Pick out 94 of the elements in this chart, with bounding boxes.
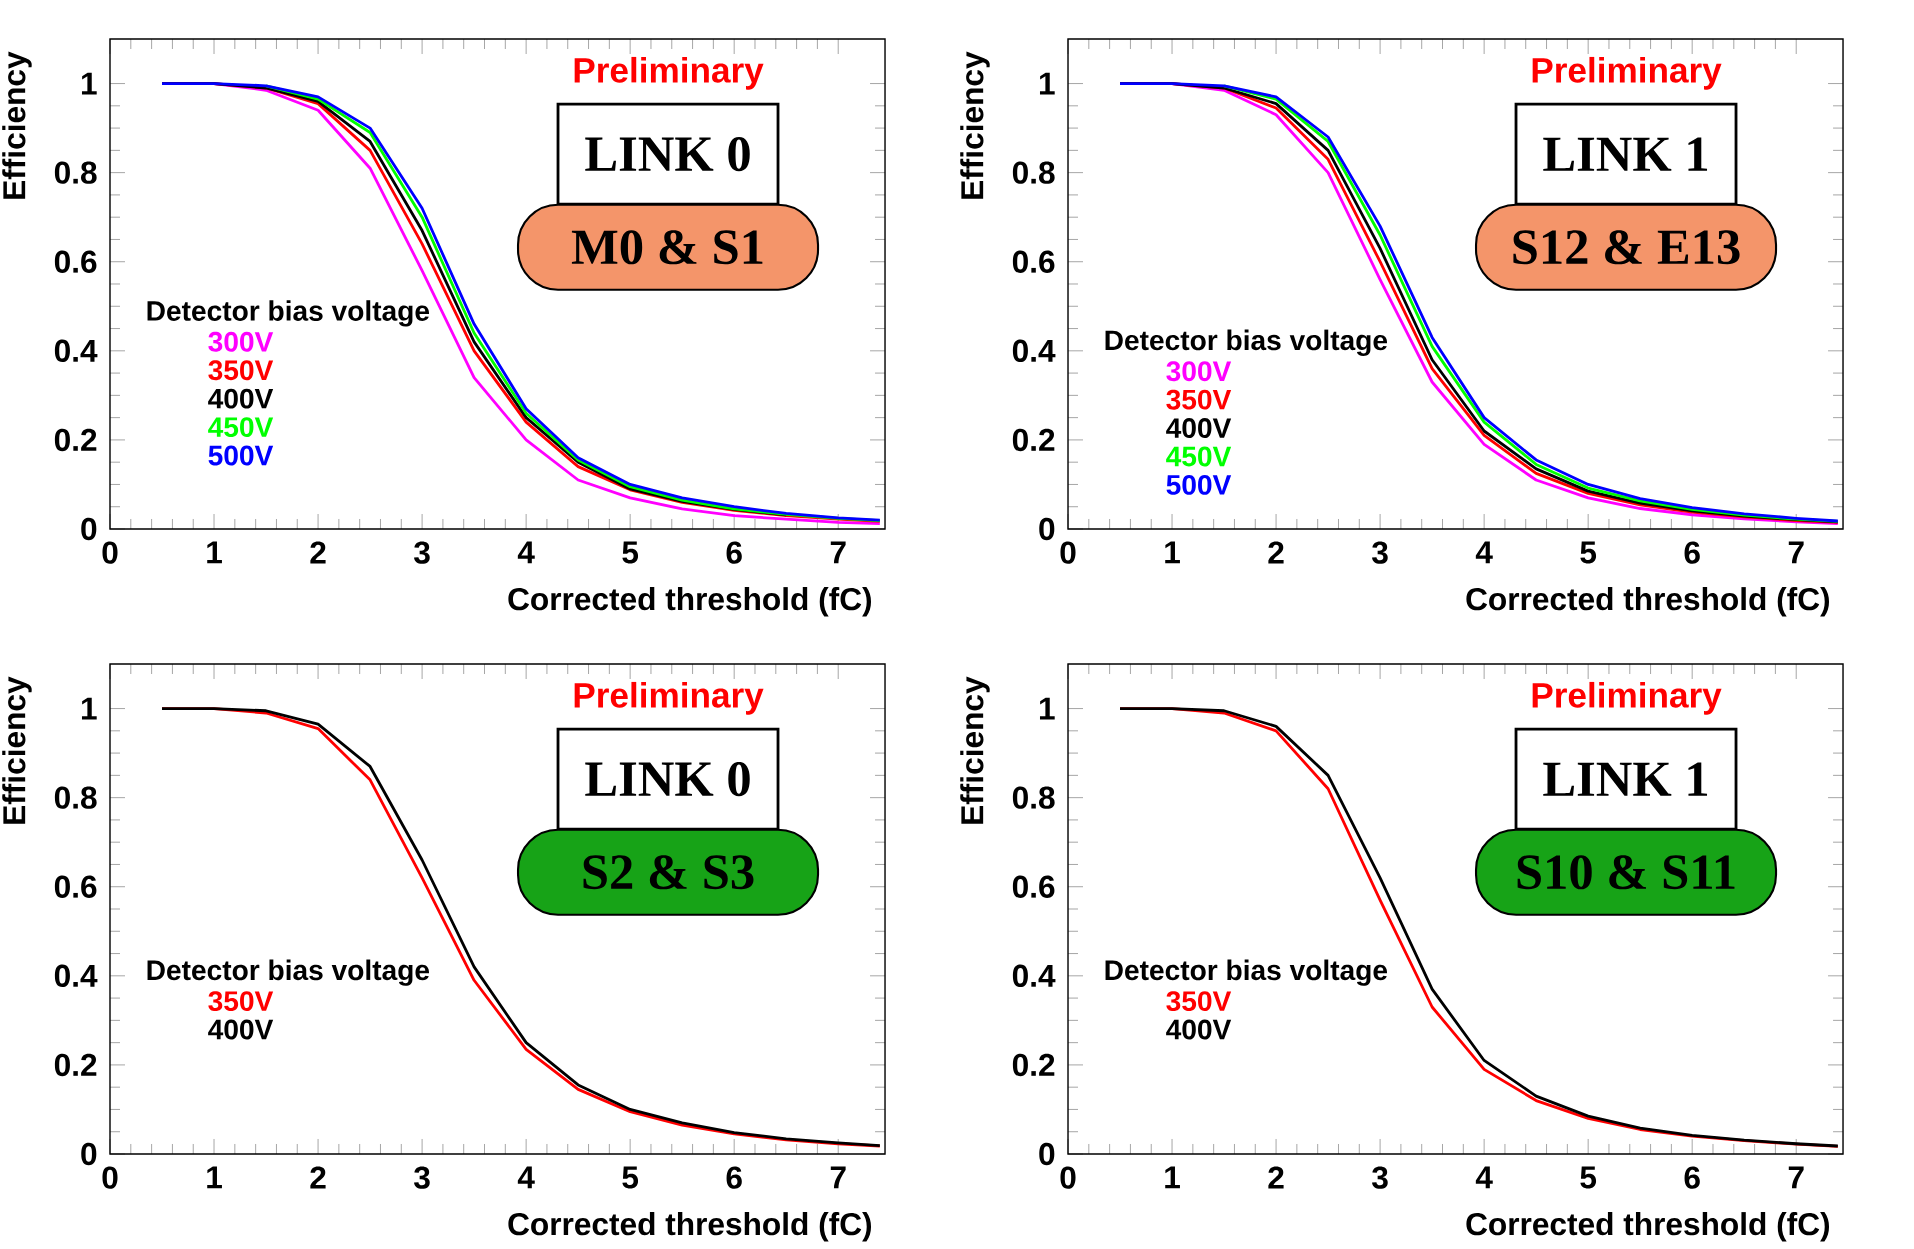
x-tick-label: 1 (207, 1166, 222, 1189)
x-tick-label: 2 (310, 541, 326, 564)
y-tick-label: 0.4 (54, 964, 98, 988)
text: 400V (1166, 1019, 1232, 1040)
y-tick-label: 1 (1039, 72, 1055, 95)
x-tick-label: 5 (1580, 1166, 1597, 1189)
y-tick-label: 0.4 (1012, 339, 1056, 363)
y-tick-label: 0 (1039, 1142, 1055, 1166)
x-tick-label: 7 (1788, 541, 1804, 564)
y-tick-label: 0.2 (1012, 428, 1055, 452)
text: 300V (208, 331, 274, 352)
x-tick-label: 7 (830, 541, 846, 564)
text: 350V (1166, 991, 1232, 1012)
legend-title: Detector bias voltage (1105, 329, 1388, 356)
x-tick-label: 7 (1788, 1166, 1804, 1189)
x-axis-title: Corrected threshold (fC) (508, 587, 872, 617)
y-tick-label: 0.2 (54, 428, 97, 452)
text: 450V (1166, 446, 1232, 467)
annotation: Preliminary (1532, 56, 1722, 90)
y-tick-label: 0.6 (1012, 250, 1055, 273)
annotation: Preliminary (1532, 681, 1722, 715)
text: 400V (1166, 418, 1232, 439)
annotation: LINK 1 (1543, 137, 1708, 171)
y-tick-label: 0.8 (54, 161, 97, 184)
y-tick-label: 0.8 (1012, 161, 1055, 184)
x-tick-label: 6 (726, 541, 742, 564)
x-tick-label: 3 (414, 541, 430, 564)
x-tick-label: 3 (414, 1166, 430, 1189)
x-axis-title: Corrected threshold (fC) (1466, 587, 1830, 617)
annotation: LINK 0 (585, 762, 750, 797)
y-tick-label: 0 (1039, 517, 1055, 541)
legend-title: Detector bias voltage (147, 300, 430, 327)
x-tick-label: 6 (1684, 1166, 1700, 1189)
x-tick-label: 2 (1268, 541, 1284, 564)
legend-title: Detector bias voltage (147, 959, 430, 986)
x-tick-label: 4 (517, 1166, 535, 1189)
annotation: S10 & S11 (1517, 855, 1735, 890)
y-axis-title: Efficiency (2, 51, 32, 199)
x-tick-label: 1 (1165, 1166, 1180, 1189)
x-tick-label: 3 (1372, 541, 1388, 564)
x-axis-title: Corrected threshold (fC) (1466, 1212, 1830, 1242)
text: 500V (208, 445, 274, 466)
y-tick-label: 1 (1039, 697, 1055, 720)
x-tick-label: 6 (726, 1166, 742, 1189)
y-axis-title: Efficiency (2, 676, 32, 824)
y-tick-label: 0 (81, 1142, 97, 1166)
y-tick-label: 1 (81, 697, 97, 720)
x-axis-title: Corrected threshold (fC) (508, 1212, 872, 1242)
y-axis-title: Efficiency (960, 676, 990, 824)
x-tick-label: 7 (830, 1166, 846, 1189)
y-tick-label: 1 (81, 72, 97, 95)
x-tick-label: 3 (1372, 1166, 1388, 1189)
text: 350V (1166, 389, 1232, 410)
x-tick-label: 2 (1268, 1166, 1284, 1189)
annotation: M0 & S1 (571, 230, 763, 265)
annotation: Preliminary (574, 681, 764, 715)
y-tick-label: 0.8 (54, 786, 97, 809)
y-tick-label: 0.2 (54, 1053, 97, 1077)
legend-title: Detector bias voltage (1105, 959, 1388, 986)
x-tick-label: 0 (102, 1166, 118, 1189)
annotation: LINK 0 (585, 137, 750, 172)
x-tick-label: 1 (207, 541, 222, 564)
text: 350V (208, 360, 274, 381)
y-tick-label: 0.4 (1012, 964, 1056, 988)
x-tick-label: 4 (1475, 1166, 1493, 1189)
y-tick-label: 0.6 (1012, 875, 1055, 898)
text: 400V (208, 388, 274, 409)
x-tick-label: 0 (102, 541, 118, 564)
text: 350V (208, 991, 274, 1012)
x-tick-label: 0 (1060, 541, 1076, 564)
y-tick-label: 0 (81, 517, 97, 541)
text: 400V (208, 1019, 274, 1040)
x-tick-label: 5 (1580, 541, 1597, 564)
text: 500V (1166, 474, 1232, 495)
x-tick-label: 1 (1165, 541, 1180, 564)
text: 300V (1166, 361, 1232, 382)
y-tick-label: 0.2 (1012, 1053, 1055, 1077)
x-tick-label: 5 (622, 1166, 639, 1189)
annotation: S2 & S3 (583, 855, 754, 890)
text: 450V (208, 417, 274, 438)
y-axis-title: Efficiency (960, 51, 990, 199)
annotation: LINK 1 (1543, 762, 1708, 796)
annotation: S12 & E13 (1513, 230, 1740, 265)
x-tick-label: 4 (517, 541, 535, 564)
x-tick-label: 4 (1475, 541, 1493, 564)
annotation: Preliminary (574, 56, 764, 90)
x-tick-label: 2 (310, 1166, 326, 1189)
y-tick-label: 0.8 (1012, 786, 1055, 809)
x-tick-label: 6 (1684, 541, 1700, 564)
y-tick-label: 0.4 (54, 339, 98, 363)
x-tick-label: 5 (622, 541, 639, 564)
y-tick-label: 0.6 (54, 875, 97, 898)
y-tick-label: 0.6 (54, 250, 97, 273)
x-tick-label: 0 (1060, 1166, 1076, 1189)
